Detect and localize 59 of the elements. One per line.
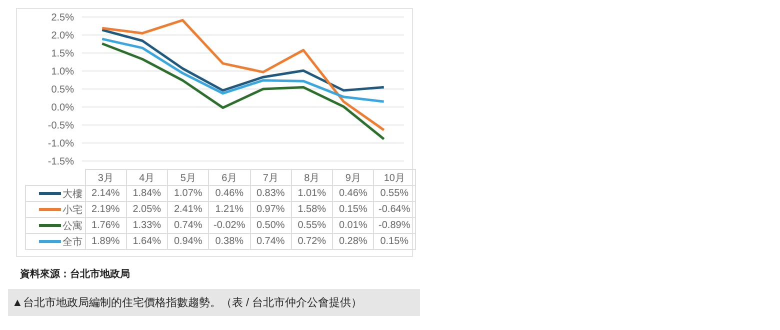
data-label: 1.33% <box>126 218 168 234</box>
data-label: 0.50% <box>250 218 292 234</box>
y-tick-label: 0.5% <box>51 84 74 96</box>
source-note: 資料來源：台北市地政局 <box>20 267 131 281</box>
data-label: 0.83% <box>250 186 292 202</box>
line-series <box>100 38 386 103</box>
data-label: 1.64% <box>126 234 168 250</box>
x-tick-label: 5月 <box>168 170 209 186</box>
data-label: 1.89% <box>85 234 126 250</box>
x-tick-label: 6月 <box>208 170 250 186</box>
data-label: 0.46% <box>332 186 374 202</box>
y-tick-label: -1.5% <box>48 156 74 168</box>
data-label: 0.97% <box>250 202 292 218</box>
y-tick-label: -1.0% <box>48 138 74 150</box>
data-label: 1.58% <box>291 202 332 218</box>
data-label: -0.89% <box>374 218 415 234</box>
x-tick-label: 3月 <box>85 170 126 186</box>
x-tick-label: 4月 <box>126 170 168 186</box>
data-label: 0.55% <box>374 186 415 202</box>
data-label: 1.07% <box>168 186 209 202</box>
y-tick-label: 1.5% <box>51 48 74 60</box>
data-label: 0.94% <box>168 234 209 250</box>
data-label: 0.15% <box>374 234 415 250</box>
line-series <box>100 18 386 132</box>
data-label: 2.19% <box>85 202 126 218</box>
x-tick-label: 10月 <box>374 170 415 186</box>
data-label: 2.05% <box>126 202 168 218</box>
legend-label: 全市 <box>26 234 85 250</box>
data-label: 0.46% <box>208 186 250 202</box>
data-label: 0.15% <box>332 202 374 218</box>
y-tick-label: 2.0% <box>51 30 74 42</box>
data-label: 2.14% <box>85 186 126 202</box>
data-label: 1.76% <box>85 218 126 234</box>
data-label: 0.38% <box>208 234 250 250</box>
data-label: 1.21% <box>208 202 250 218</box>
data-label: 1.01% <box>291 186 332 202</box>
legend-label: 大樓 <box>26 186 85 202</box>
x-tick-label: 8月 <box>291 170 332 186</box>
data-label: 0.28% <box>332 234 374 250</box>
data-label: 0.74% <box>250 234 292 250</box>
x-tick-label: 7月 <box>250 170 292 186</box>
data-label: 2.41% <box>168 202 209 218</box>
data-label: 1.84% <box>126 186 168 202</box>
data-label: -0.02% <box>208 218 250 234</box>
data-label: -0.64% <box>374 202 415 218</box>
x-tick-label: 9月 <box>332 170 374 186</box>
text: ▲台北市地政局編制的住宅價格指數趨勢。（表 / 台北市仲介公會提供） <box>8 289 420 316</box>
data-label: 0.55% <box>291 218 332 234</box>
legend-label: 小宅 <box>26 202 85 218</box>
y-tick-label: 1.0% <box>51 66 74 78</box>
legend-label: 公寓 <box>26 218 85 234</box>
data-label: 0.74% <box>168 218 209 234</box>
y-tick-label: 2.5% <box>51 12 74 24</box>
line-series <box>100 28 386 92</box>
y-tick-label: -0.5% <box>48 120 74 132</box>
y-tick-label: 0.0% <box>51 102 74 114</box>
data-label: 0.01% <box>332 218 374 234</box>
data-label: 0.72% <box>291 234 332 250</box>
line-series <box>100 42 386 140</box>
